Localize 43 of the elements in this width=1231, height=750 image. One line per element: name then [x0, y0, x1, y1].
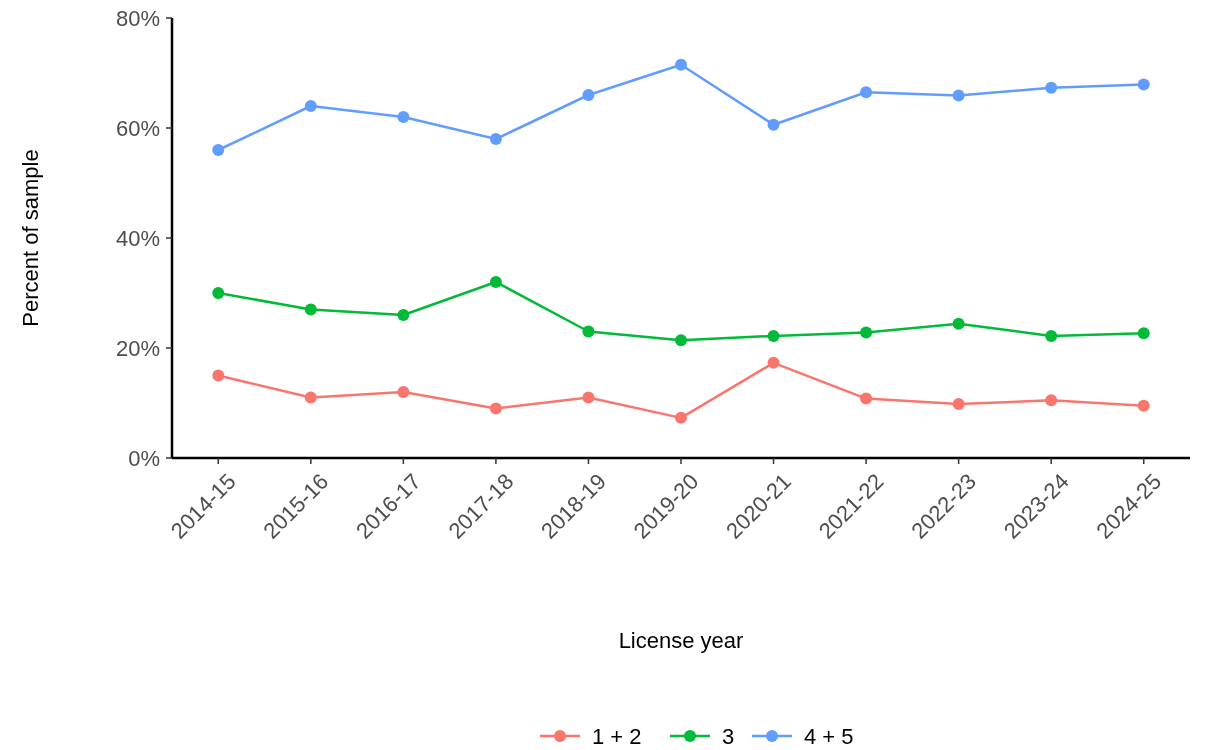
- y-tick-label: 40%: [115, 225, 160, 251]
- point: [582, 89, 595, 101]
- point: [860, 86, 873, 99]
- point: [582, 391, 595, 404]
- point: [489, 276, 502, 288]
- point: [767, 356, 780, 369]
- point: [212, 369, 225, 382]
- y-axis-title: Percent of sample: [18, 149, 43, 327]
- point: [397, 111, 410, 123]
- point: [1045, 394, 1058, 407]
- point: [1137, 78, 1150, 91]
- legend-label: 4 + 5: [804, 723, 854, 749]
- point: [212, 287, 225, 299]
- point: [675, 58, 687, 71]
- point: [1137, 399, 1150, 412]
- y-tick-label: 80%: [115, 5, 160, 31]
- y-tick-label: 0%: [128, 445, 160, 471]
- point: [397, 309, 410, 321]
- point: [397, 386, 410, 398]
- point: [675, 334, 687, 347]
- point: [1045, 329, 1058, 342]
- point: [952, 398, 965, 411]
- point: [304, 303, 317, 316]
- point: [212, 144, 225, 156]
- legend-label: 3: [722, 723, 735, 749]
- point: [952, 89, 965, 102]
- point: [1137, 327, 1150, 340]
- point: [304, 391, 317, 404]
- legend-label: 1 + 2: [592, 723, 642, 749]
- point: [1045, 81, 1058, 94]
- point: [860, 326, 873, 339]
- y-tick-label: 20%: [115, 335, 160, 361]
- point: [489, 133, 502, 145]
- point: [582, 325, 595, 338]
- x-axis-title: License year: [618, 628, 744, 653]
- point: [767, 329, 780, 342]
- point: [675, 411, 687, 424]
- point: [304, 100, 317, 112]
- point: [767, 118, 780, 131]
- point: [952, 317, 965, 330]
- point: [860, 392, 873, 405]
- point: [489, 402, 502, 415]
- y-tick-label: 60%: [115, 115, 160, 141]
